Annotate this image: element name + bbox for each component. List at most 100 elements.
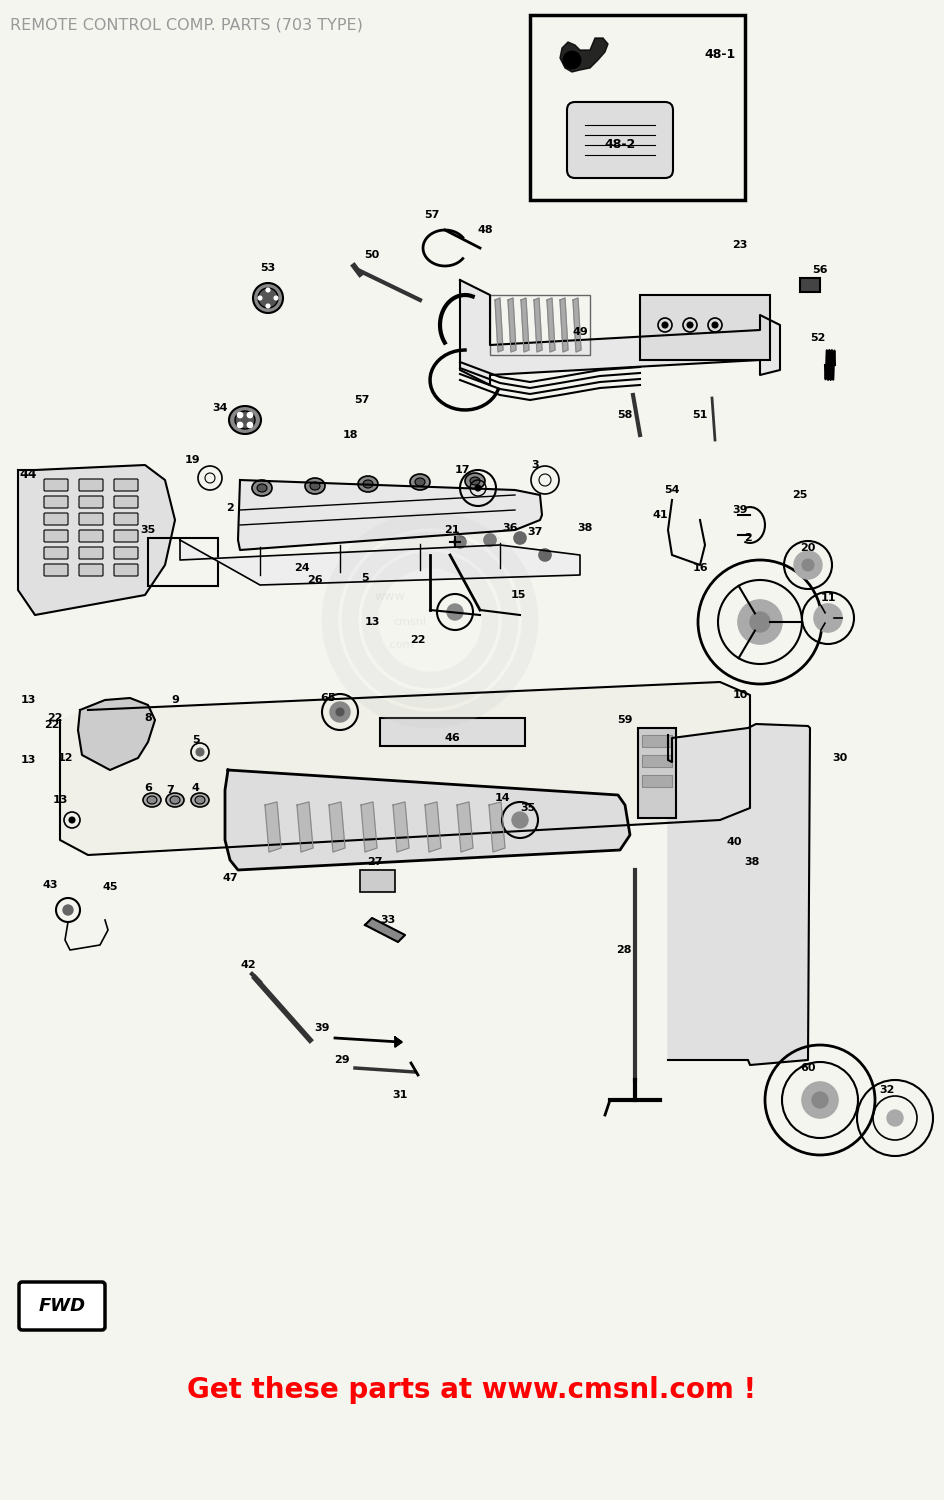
Text: 40: 40: [726, 837, 741, 848]
Circle shape: [453, 536, 465, 548]
FancyBboxPatch shape: [79, 530, 103, 542]
Ellipse shape: [191, 794, 209, 807]
Polygon shape: [225, 770, 630, 870]
FancyBboxPatch shape: [44, 478, 68, 490]
Text: 41: 41: [651, 510, 667, 520]
Text: 31: 31: [392, 1090, 407, 1100]
Text: 14: 14: [494, 794, 509, 802]
Text: 39: 39: [732, 506, 747, 515]
Text: 38: 38: [744, 856, 759, 867]
Text: 33: 33: [380, 915, 396, 926]
Circle shape: [475, 484, 480, 490]
Polygon shape: [425, 802, 441, 852]
Circle shape: [274, 296, 278, 300]
Circle shape: [801, 1082, 837, 1118]
Polygon shape: [18, 465, 175, 615]
Bar: [148, 538, 218, 586]
Circle shape: [329, 702, 349, 721]
Text: .com: .com: [386, 640, 413, 650]
Text: 48-2: 48-2: [604, 138, 635, 152]
Text: 20: 20: [800, 543, 815, 554]
Bar: [379, 718, 525, 746]
Polygon shape: [296, 802, 312, 852]
Bar: [637, 728, 675, 818]
FancyBboxPatch shape: [114, 564, 138, 576]
Text: 52: 52: [809, 333, 825, 344]
Text: 8: 8: [144, 712, 152, 723]
Polygon shape: [520, 298, 529, 352]
Ellipse shape: [143, 794, 160, 807]
Text: 58: 58: [616, 410, 632, 420]
Text: 10: 10: [732, 690, 747, 700]
Polygon shape: [560, 38, 607, 72]
Bar: [641, 735, 671, 747]
FancyBboxPatch shape: [79, 478, 103, 490]
Polygon shape: [457, 802, 473, 852]
Text: 11: 11: [819, 592, 834, 603]
Polygon shape: [508, 298, 515, 352]
Text: 22: 22: [47, 712, 62, 723]
Polygon shape: [264, 802, 280, 852]
FancyBboxPatch shape: [44, 548, 68, 560]
Polygon shape: [533, 298, 542, 352]
Text: 27: 27: [367, 856, 382, 867]
Ellipse shape: [194, 796, 205, 804]
Circle shape: [538, 549, 550, 561]
Polygon shape: [460, 280, 779, 386]
Text: 2: 2: [743, 532, 751, 543]
Polygon shape: [78, 698, 155, 770]
Ellipse shape: [414, 478, 425, 486]
Circle shape: [686, 322, 692, 328]
Polygon shape: [395, 1036, 401, 1047]
Text: 37: 37: [527, 526, 542, 537]
Bar: [490, 296, 589, 356]
Polygon shape: [393, 802, 409, 852]
Text: 15: 15: [510, 590, 525, 600]
Bar: [641, 776, 671, 788]
Ellipse shape: [252, 480, 272, 496]
Polygon shape: [572, 298, 581, 352]
Circle shape: [258, 296, 261, 300]
Polygon shape: [495, 298, 502, 352]
Text: 34: 34: [212, 404, 228, 412]
Ellipse shape: [258, 288, 278, 308]
Circle shape: [265, 304, 270, 307]
Polygon shape: [238, 480, 542, 550]
Text: 23: 23: [732, 240, 747, 250]
Text: 22: 22: [44, 720, 59, 730]
Ellipse shape: [358, 476, 378, 492]
FancyBboxPatch shape: [79, 513, 103, 525]
Text: 60: 60: [800, 1064, 815, 1072]
Polygon shape: [59, 682, 750, 855]
Text: 65: 65: [320, 693, 335, 703]
Circle shape: [69, 818, 75, 824]
Text: 13: 13: [20, 694, 36, 705]
Bar: [530, 15, 744, 200]
Text: 49: 49: [571, 327, 587, 338]
Text: www: www: [374, 590, 405, 603]
Text: 17: 17: [454, 465, 469, 476]
Circle shape: [564, 53, 580, 68]
Text: 26: 26: [307, 574, 323, 585]
Text: 42: 42: [240, 960, 256, 970]
Text: 32: 32: [878, 1084, 894, 1095]
Text: 19: 19: [184, 454, 199, 465]
Text: 25: 25: [791, 490, 807, 500]
Text: 39: 39: [314, 1023, 329, 1034]
Bar: [800, 278, 819, 292]
Text: 47: 47: [222, 873, 238, 883]
Ellipse shape: [147, 796, 157, 804]
Ellipse shape: [310, 482, 320, 490]
Text: 36: 36: [501, 524, 517, 532]
Ellipse shape: [170, 796, 179, 804]
Polygon shape: [179, 540, 580, 585]
Text: 18: 18: [342, 430, 358, 439]
Text: 53: 53: [261, 262, 276, 273]
Circle shape: [737, 600, 782, 644]
Text: FWD: FWD: [39, 1298, 86, 1316]
FancyBboxPatch shape: [114, 548, 138, 560]
Circle shape: [483, 534, 496, 546]
Polygon shape: [547, 298, 554, 352]
Bar: [641, 754, 671, 766]
FancyBboxPatch shape: [44, 496, 68, 508]
